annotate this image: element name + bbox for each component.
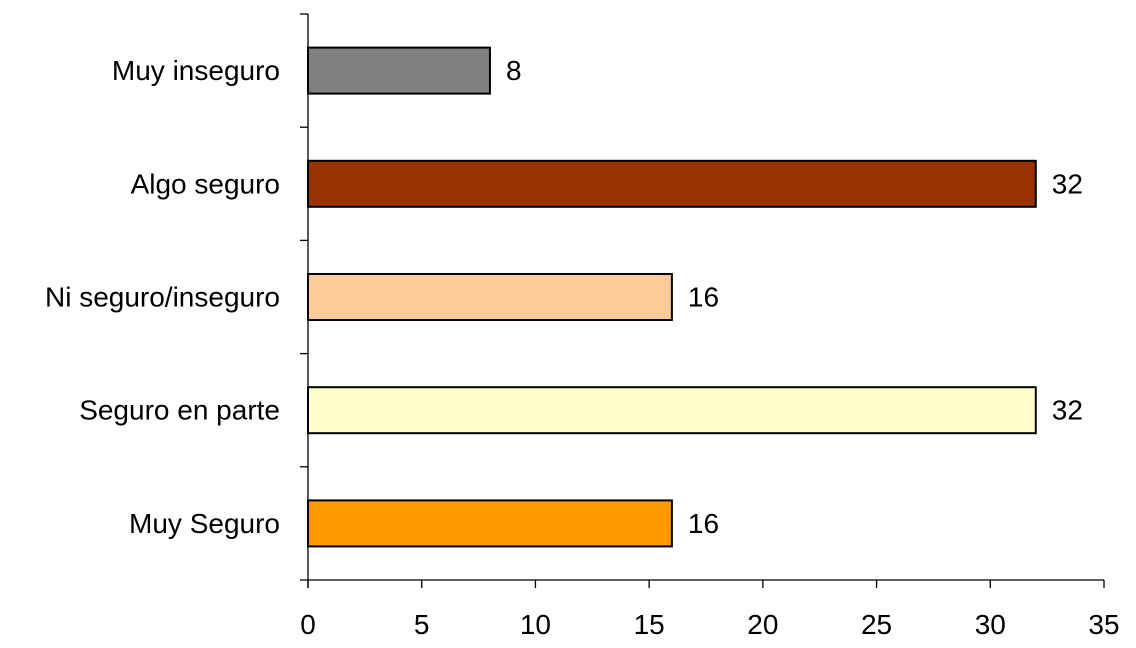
bars-group <box>307 46 1037 548</box>
data-label: 16 <box>688 508 719 539</box>
data-label: 8 <box>506 55 522 86</box>
x-tick-label: 15 <box>634 609 665 640</box>
x-tick-label: 0 <box>300 609 316 640</box>
x-tick-label: 35 <box>1088 609 1119 640</box>
bar <box>307 273 673 321</box>
category-label: Muy inseguro <box>112 55 280 86</box>
bar <box>307 46 491 95</box>
x-tick-label: 5 <box>414 609 430 640</box>
x-tick-label: 25 <box>861 609 892 640</box>
data-label: 32 <box>1052 168 1083 199</box>
category-label: Seguro en parte <box>79 395 280 426</box>
bar <box>307 159 1037 208</box>
data-label: 32 <box>1052 395 1083 426</box>
axes-group <box>300 13 1105 588</box>
bar <box>307 386 1037 435</box>
x-tick-label: 20 <box>747 609 778 640</box>
bar <box>307 499 673 548</box>
x-tick-label: 10 <box>520 609 551 640</box>
x-tick-label: 30 <box>975 609 1006 640</box>
category-label: Muy Seguro <box>129 508 280 539</box>
labels-group: 0 5 10 15 20 25 30 35 Muy inseguro 8 Algo seguro 32… <box>45 55 1120 640</box>
category-label: Algo seguro <box>131 168 280 199</box>
category-label: Ni seguro/inseguro <box>45 282 280 313</box>
data-label: 16 <box>688 282 719 313</box>
